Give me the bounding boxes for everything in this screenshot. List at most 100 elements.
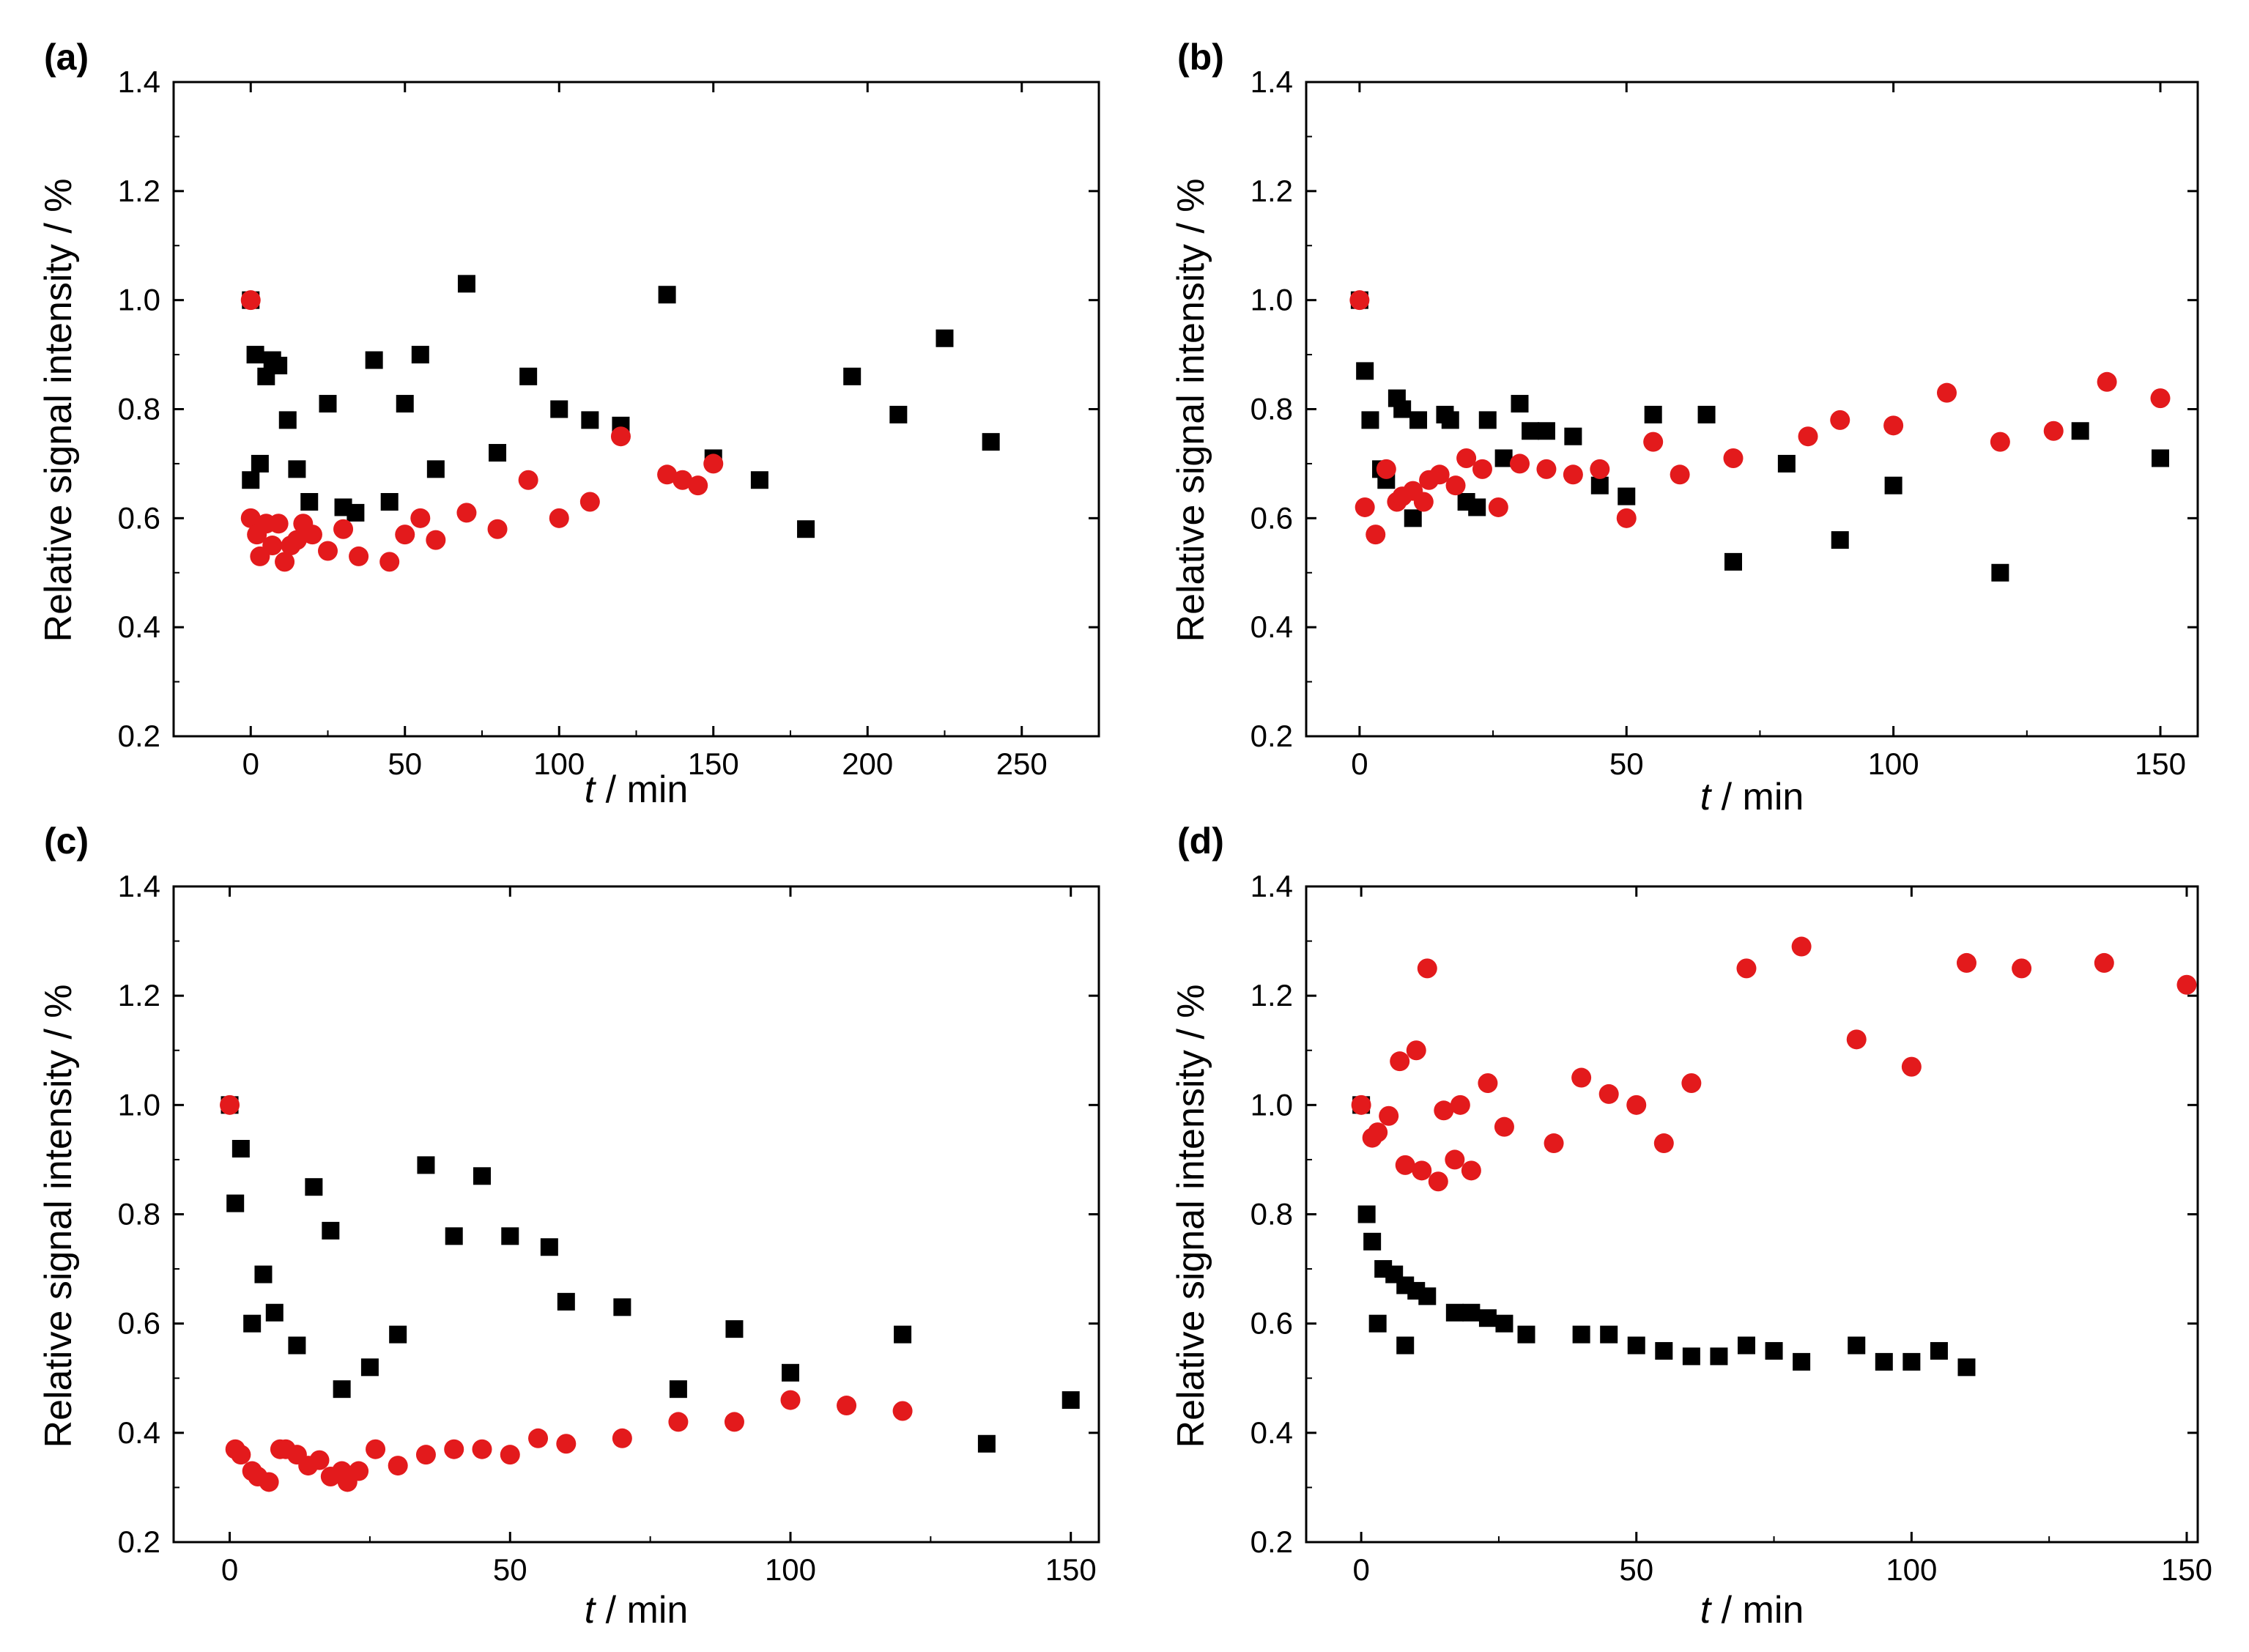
- y-tick-label: 1.2: [1251, 174, 1293, 208]
- data-point-circle: [1536, 459, 1557, 479]
- data-point-circle: [286, 530, 307, 550]
- x-tick-label: 100: [1868, 747, 1919, 781]
- data-point-square: [1368, 1314, 1387, 1333]
- data-point-circle: [1901, 1056, 1922, 1077]
- data-point-square: [270, 356, 288, 374]
- data-point-circle: [1956, 952, 1976, 973]
- x-tick-label: 100: [765, 1552, 816, 1587]
- y-tick-label: 0.4: [1251, 610, 1293, 644]
- data-point-square: [278, 411, 297, 429]
- data-point-circle: [500, 1445, 520, 1465]
- data-point-circle: [1681, 1073, 1702, 1093]
- data-point-circle: [610, 426, 631, 447]
- data-point-square: [797, 520, 815, 538]
- data-point-square: [457, 275, 475, 293]
- x-axis-unit: / min: [595, 768, 688, 811]
- data-point-square: [288, 460, 306, 478]
- panel-label: (d): [1177, 821, 1224, 862]
- data-point-square: [1393, 400, 1412, 418]
- data-point-circle: [668, 1412, 689, 1432]
- data-point-square: [1724, 552, 1742, 571]
- y-tick-label: 0.4: [1251, 1415, 1293, 1450]
- x-axis-unit: / min: [1711, 776, 1804, 818]
- data-point-circle: [1653, 1133, 1674, 1154]
- data-point-square: [658, 286, 676, 304]
- data-point-circle: [1798, 426, 1818, 447]
- data-point-square: [360, 1358, 379, 1377]
- data-point-square: [1655, 1341, 1673, 1360]
- data-point-square: [1627, 1336, 1645, 1355]
- chart-panel-4: (d) 0.2 0.4 0.6 0.8 1.0 1.2 1.4 0 50 100 150 Relativ…: [1170, 821, 2212, 1631]
- data-point-square: [300, 493, 319, 511]
- data-point-square: [782, 1363, 799, 1382]
- data-point-circle: [456, 503, 477, 523]
- data-point-square: [365, 351, 383, 369]
- data-point-circle: [1626, 1094, 1647, 1115]
- panel-label: (c): [44, 821, 89, 862]
- data-point-circle: [673, 470, 693, 490]
- x-tick-label: 250: [996, 747, 1048, 781]
- data-point-square: [242, 471, 260, 489]
- data-point-square: [417, 1156, 435, 1174]
- data-point-circle: [240, 508, 261, 528]
- plot-frame: [172, 81, 1100, 738]
- data-point-square: [2151, 449, 2169, 467]
- chart-panel-3: (c) 0.2 0.4 0.6 0.8 1.0 1.2 1.4 0 50 100 150 Relativ…: [37, 821, 1100, 1631]
- data-point-square: [1522, 422, 1540, 440]
- panel-label: (b): [1177, 37, 1224, 78]
- data-point-circle: [379, 552, 400, 572]
- data-point-circle: [415, 1445, 436, 1465]
- data-point-square: [1356, 362, 1374, 380]
- data-point-square: [1445, 1303, 1464, 1322]
- data-point-square: [1495, 1314, 1513, 1333]
- x-tick-label: 150: [2161, 1552, 2212, 1587]
- data-point-square: [2071, 422, 2089, 440]
- y-axis-label: Relative signal intensity / %: [37, 179, 80, 642]
- data-point-circle: [612, 1428, 632, 1448]
- data-point-circle: [1428, 1171, 1448, 1192]
- data-point-circle: [1509, 453, 1530, 474]
- series-circles: [1351, 936, 2197, 1192]
- y-tick-label: 1.4: [1251, 869, 1293, 903]
- data-point-square: [557, 1292, 575, 1311]
- x-tick-label: 50: [1619, 1552, 1653, 1587]
- data-point-square: [1478, 411, 1497, 429]
- y-tick-label: 0.8: [118, 1197, 160, 1231]
- data-point-circle: [366, 1439, 386, 1459]
- data-point-circle: [1670, 464, 1690, 485]
- data-point-square: [251, 454, 269, 473]
- data-point-square: [1404, 509, 1422, 527]
- y-tick-label: 0.8: [1251, 1197, 1293, 1231]
- data-point-circle: [703, 453, 724, 474]
- data-point-circle: [1936, 382, 1957, 403]
- x-axis-variable: t: [1700, 776, 1713, 818]
- data-point-circle: [275, 552, 295, 572]
- data-point-circle: [426, 530, 446, 550]
- data-point-square: [1600, 1325, 1618, 1344]
- x-tick-label: 100: [533, 747, 585, 781]
- data-point-circle: [487, 519, 508, 539]
- data-point-circle: [1616, 508, 1637, 528]
- data-point-circle: [1349, 290, 1370, 311]
- data-point-circle: [1412, 1160, 1432, 1181]
- data-point-circle: [1478, 1073, 1498, 1093]
- data-point-circle: [1379, 1105, 1399, 1126]
- data-point-circle: [1456, 448, 1477, 468]
- data-point-square: [389, 1325, 407, 1344]
- data-point-circle: [1368, 1122, 1388, 1143]
- x-axis-variable: t: [585, 1589, 597, 1631]
- data-point-square: [1061, 1391, 1080, 1410]
- y-tick-label: 1.4: [118, 64, 160, 99]
- y-tick-label: 1.0: [118, 1087, 160, 1122]
- data-point-circle: [1488, 497, 1508, 517]
- data-point-square: [426, 460, 445, 478]
- data-point-square: [246, 346, 264, 364]
- data-point-square: [935, 329, 954, 347]
- data-point-circle: [318, 541, 338, 561]
- data-point-square: [889, 405, 908, 423]
- data-point-circle: [1736, 958, 1757, 979]
- data-point-circle: [1461, 1160, 1481, 1181]
- data-point-circle: [1366, 525, 1386, 545]
- data-point-square: [1409, 411, 1428, 429]
- data-point-circle: [657, 464, 678, 485]
